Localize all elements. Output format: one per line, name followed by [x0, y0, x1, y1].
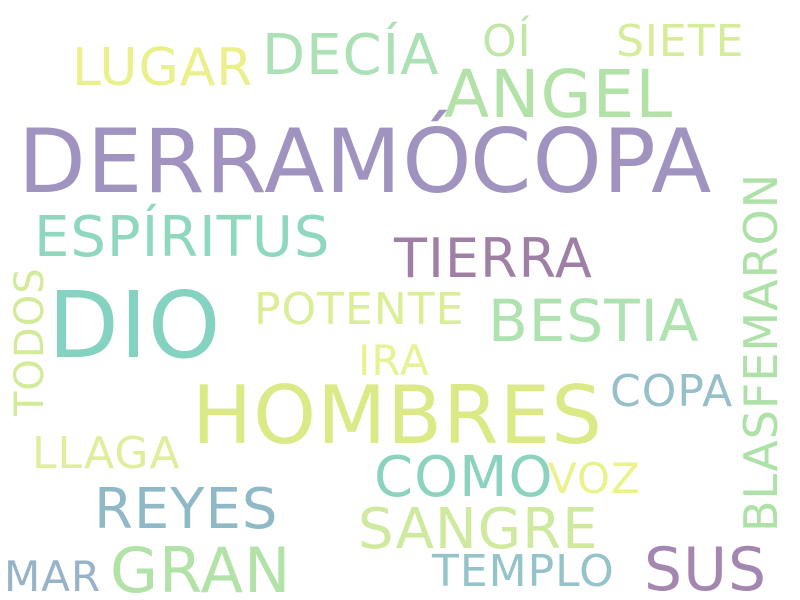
word-angel: ANGEL	[444, 56, 674, 133]
word-voz: VOZ	[548, 454, 641, 503]
word-lugar: LUGAR	[72, 38, 254, 98]
word-todos: TODOS	[7, 267, 53, 416]
word-templo: TEMPLO	[432, 546, 615, 597]
word-sangre: SANGRE	[358, 497, 599, 562]
word-como: COMO	[374, 445, 554, 510]
word-oi: OÍ	[482, 16, 532, 67]
word-derramo: DERRAMÓ	[18, 110, 473, 213]
word-reyes: REYES	[94, 477, 279, 542]
word-llaga: LLAGA	[32, 428, 181, 479]
word-ira: IRA	[358, 336, 430, 385]
word-copa-small: COPA	[610, 366, 734, 417]
word-potente: POTENTE	[254, 284, 465, 335]
word-blasfemaron: BLASFEMARON	[734, 172, 788, 532]
word-decia: DECÍA	[262, 23, 440, 88]
word-gran: GRAN	[110, 534, 292, 600]
word-mar: MAR	[4, 552, 102, 600]
word-dio: DIO	[48, 272, 222, 379]
word-espiritus: ESPÍRITUS	[34, 205, 331, 270]
word-tierra: TIERRA	[394, 227, 593, 290]
word-copa-large: COPA	[470, 110, 713, 213]
word-sus: SUS	[644, 535, 768, 600]
word-bestia: BESTIA	[488, 287, 700, 355]
word-siete: SIETE	[616, 16, 745, 67]
word-hombres: HOMBRES	[192, 369, 603, 462]
